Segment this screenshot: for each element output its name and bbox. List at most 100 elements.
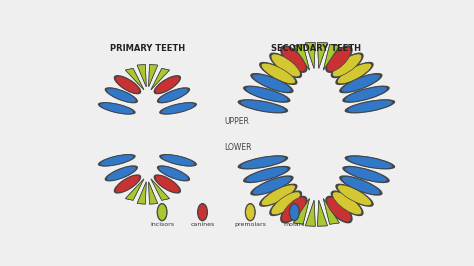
Ellipse shape — [325, 196, 353, 223]
Polygon shape — [151, 68, 169, 90]
Ellipse shape — [157, 204, 167, 220]
Ellipse shape — [337, 185, 372, 206]
Ellipse shape — [341, 74, 380, 92]
Ellipse shape — [345, 155, 395, 169]
Ellipse shape — [114, 75, 141, 94]
Ellipse shape — [157, 87, 190, 103]
Ellipse shape — [161, 103, 195, 114]
Ellipse shape — [250, 73, 294, 93]
Polygon shape — [318, 43, 328, 68]
Ellipse shape — [246, 86, 288, 102]
Ellipse shape — [237, 99, 288, 113]
Ellipse shape — [157, 165, 190, 181]
Ellipse shape — [341, 176, 380, 195]
Polygon shape — [305, 43, 315, 68]
Polygon shape — [149, 65, 158, 87]
Ellipse shape — [289, 203, 300, 221]
Polygon shape — [318, 200, 328, 226]
Polygon shape — [323, 44, 339, 70]
Polygon shape — [293, 44, 310, 70]
Polygon shape — [137, 65, 146, 87]
Polygon shape — [126, 179, 144, 200]
Ellipse shape — [339, 175, 383, 196]
Ellipse shape — [327, 197, 351, 222]
Ellipse shape — [271, 192, 301, 215]
Ellipse shape — [245, 203, 256, 221]
Ellipse shape — [100, 103, 134, 114]
Polygon shape — [151, 68, 169, 90]
Ellipse shape — [325, 45, 353, 73]
Polygon shape — [293, 44, 310, 70]
Ellipse shape — [269, 190, 302, 216]
Ellipse shape — [342, 86, 390, 103]
Ellipse shape — [159, 154, 197, 167]
Ellipse shape — [347, 100, 392, 113]
Ellipse shape — [243, 166, 291, 183]
Polygon shape — [126, 179, 144, 200]
Text: premolars: premolars — [234, 222, 266, 227]
Ellipse shape — [198, 204, 207, 220]
Ellipse shape — [337, 63, 372, 84]
Polygon shape — [137, 182, 146, 204]
Ellipse shape — [156, 203, 168, 221]
Polygon shape — [318, 43, 328, 68]
Polygon shape — [126, 68, 144, 90]
Ellipse shape — [259, 62, 298, 85]
Ellipse shape — [345, 167, 387, 182]
Polygon shape — [149, 182, 158, 204]
Polygon shape — [149, 65, 158, 87]
Ellipse shape — [269, 52, 302, 78]
Polygon shape — [305, 43, 315, 68]
Ellipse shape — [345, 99, 395, 113]
Ellipse shape — [347, 156, 392, 169]
Polygon shape — [151, 179, 169, 200]
Text: canines: canines — [191, 222, 215, 227]
Ellipse shape — [253, 176, 292, 195]
Ellipse shape — [280, 45, 308, 73]
Ellipse shape — [290, 204, 299, 220]
Polygon shape — [293, 198, 310, 224]
Text: PRIMARY TEETH: PRIMARY TEETH — [110, 44, 185, 53]
Ellipse shape — [261, 63, 295, 84]
Ellipse shape — [335, 62, 374, 85]
Ellipse shape — [280, 196, 308, 223]
Ellipse shape — [115, 76, 140, 93]
Ellipse shape — [114, 174, 141, 194]
Polygon shape — [126, 68, 144, 90]
Polygon shape — [293, 198, 310, 224]
Ellipse shape — [243, 86, 291, 103]
Ellipse shape — [259, 184, 298, 207]
Ellipse shape — [105, 165, 138, 181]
Ellipse shape — [282, 197, 306, 222]
Text: UPPER: UPPER — [225, 117, 249, 126]
Ellipse shape — [159, 166, 188, 181]
Ellipse shape — [331, 190, 364, 216]
Polygon shape — [151, 179, 169, 200]
Ellipse shape — [261, 185, 295, 206]
Ellipse shape — [197, 203, 208, 221]
Ellipse shape — [107, 88, 136, 102]
Ellipse shape — [253, 74, 292, 92]
Ellipse shape — [154, 174, 181, 194]
Ellipse shape — [332, 54, 362, 77]
Text: LOWER: LOWER — [225, 143, 252, 152]
Ellipse shape — [159, 88, 188, 102]
Ellipse shape — [345, 86, 387, 102]
Ellipse shape — [332, 192, 362, 215]
Polygon shape — [323, 44, 339, 70]
Ellipse shape — [155, 76, 180, 93]
Ellipse shape — [100, 155, 134, 166]
Ellipse shape — [250, 175, 294, 196]
Ellipse shape — [161, 155, 195, 166]
Ellipse shape — [115, 175, 140, 193]
Ellipse shape — [282, 47, 306, 72]
Ellipse shape — [159, 102, 197, 115]
Ellipse shape — [342, 166, 390, 183]
Polygon shape — [149, 182, 158, 204]
Ellipse shape — [339, 73, 383, 93]
Polygon shape — [137, 65, 146, 87]
Ellipse shape — [105, 87, 138, 103]
Ellipse shape — [98, 154, 136, 167]
Ellipse shape — [154, 75, 181, 94]
Polygon shape — [305, 200, 315, 226]
